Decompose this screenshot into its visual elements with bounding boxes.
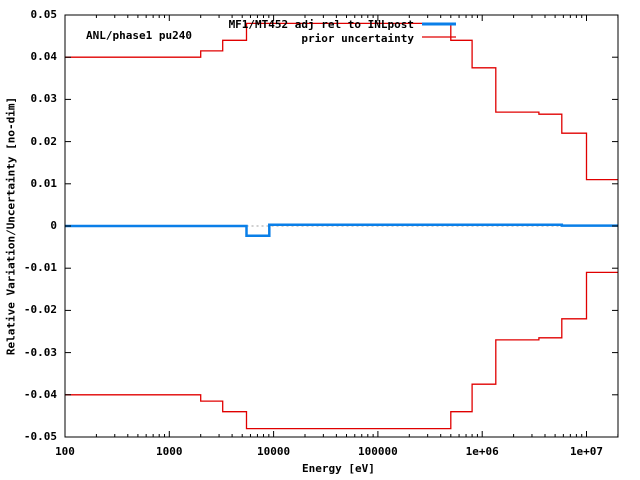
series-prior-uncertainty-lower [65, 271, 618, 430]
y-tick-label: -0.02 [23, 303, 57, 317]
y-tick-label: 0 [50, 219, 57, 232]
y-tick-label: -0.04 [23, 387, 57, 401]
x-tick-label: 1e+06 [465, 445, 499, 458]
x-tick-label: 100000 [358, 445, 398, 458]
y-tick-label: 0.01 [30, 176, 58, 190]
series-adj-rel-variation [65, 223, 618, 237]
y-tick-label: 0.02 [30, 134, 58, 148]
x-tick-label: 100 [55, 445, 75, 458]
series-prior-uncertainty-upper [65, 22, 618, 181]
plot-series [65, 22, 618, 430]
y-tick-label: 0.03 [30, 92, 58, 106]
legend-entry-adj: MF1/MT452 adj rel to INLpost [228, 18, 414, 31]
x-tick-label: 1000 [156, 445, 183, 458]
y-tick-label: -0.01 [23, 261, 57, 275]
y-tick-label: -0.03 [23, 345, 57, 359]
y-tick-label: 0.04 [30, 50, 58, 64]
x-tick-label: 1e+07 [569, 445, 604, 458]
annotation-label: ANL/phase1 pu240 [86, 29, 192, 42]
x-tick-label: 10000 [257, 445, 291, 458]
legend-swatches [422, 22, 456, 38]
legend-entry-prior: prior uncertainty [301, 32, 414, 45]
y-axis-label: Relative Variation/Uncertainty [no-dim] [4, 96, 18, 356]
x-axis-label: Energy [eV] [302, 462, 375, 475]
y-tick-label: 0.05 [30, 8, 58, 21]
y-tick-label: -0.05 [23, 430, 57, 443]
axis-ticks [64, 14, 619, 438]
